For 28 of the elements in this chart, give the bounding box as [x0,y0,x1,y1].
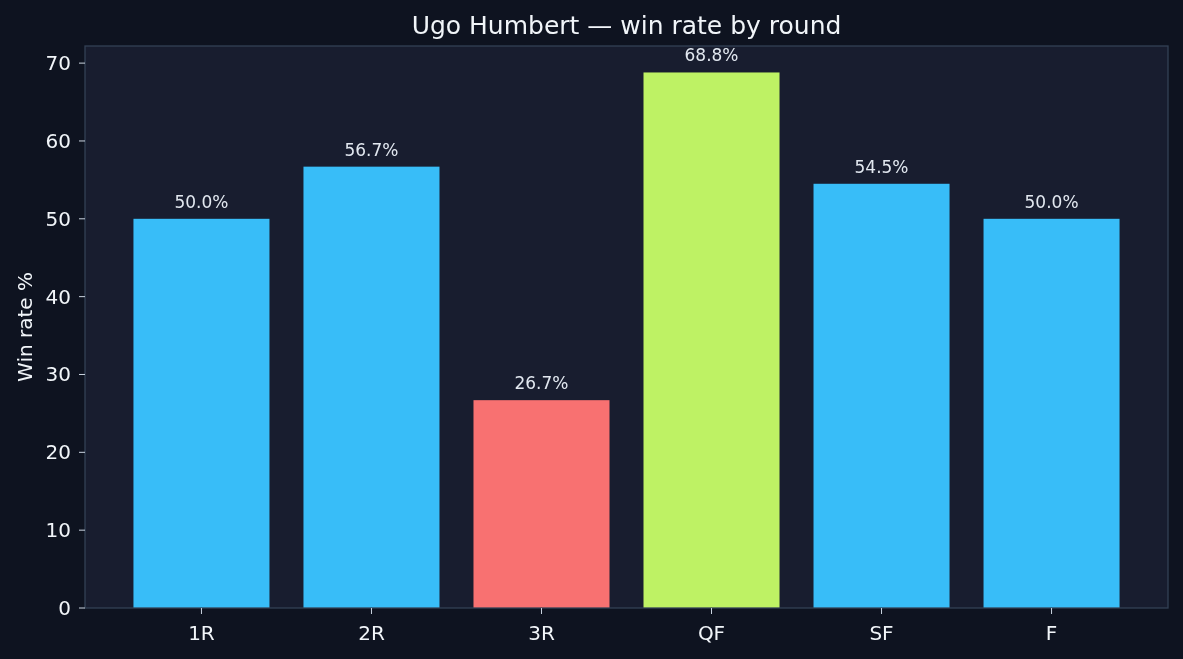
x-tick-label: 2R [358,621,385,645]
x-tick-label: F [1045,621,1058,645]
y-tick-label: 30 [45,362,71,387]
x-tick-label: 3R [528,621,555,645]
bar [983,218,1120,608]
y-tick-label: 40 [45,284,71,309]
bar [813,183,950,608]
y-axis-title: Win rate % [13,272,37,382]
y-tick-label: 60 [45,128,71,153]
y-tick-label: 20 [45,440,71,465]
x-tick-label: SF [869,621,894,645]
bar [473,400,610,608]
data-label: 50.0% [1024,191,1079,212]
y-tick-label: 10 [45,518,71,543]
y-tick-label: 50 [45,206,71,231]
data-label: 56.7% [344,139,399,160]
data-label: 26.7% [514,373,569,394]
x-tick-label: QF [697,621,726,645]
y-tick-label: 70 [45,51,71,76]
data-label: 68.8% [684,45,739,66]
bar [133,218,270,608]
x-tick-label: 1R [188,621,215,645]
data-label: 50.0% [174,191,229,212]
bar [643,72,780,608]
y-tick-label: 0 [58,596,71,620]
bar [303,166,440,608]
data-label: 54.5% [854,156,909,177]
chart-title: Ugo Humbert — win rate by round [411,11,842,40]
